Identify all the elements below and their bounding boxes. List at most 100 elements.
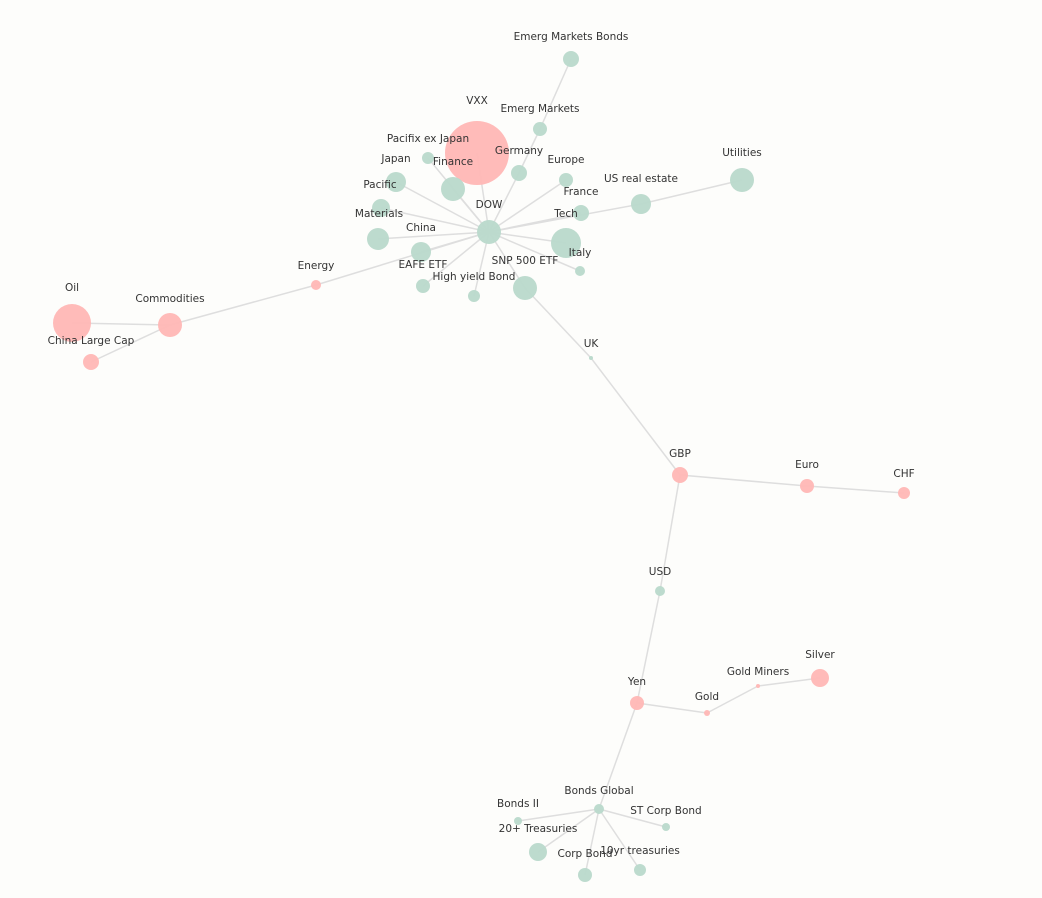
edge bbox=[706, 685, 759, 714]
node bbox=[158, 313, 182, 337]
node-label: Europe bbox=[548, 154, 585, 166]
edge bbox=[422, 231, 490, 287]
node bbox=[422, 152, 434, 164]
node bbox=[662, 823, 670, 831]
edge bbox=[488, 203, 642, 233]
edge bbox=[537, 808, 600, 853]
node-label: Oil bbox=[65, 282, 79, 294]
edge bbox=[584, 808, 600, 876]
node bbox=[511, 165, 527, 181]
node-label: 20+ Treasuries bbox=[499, 823, 578, 835]
node-label: High yield Bond bbox=[433, 271, 516, 283]
edge bbox=[590, 357, 681, 476]
node-label: Bonds Global bbox=[564, 785, 633, 797]
node bbox=[445, 121, 509, 185]
node bbox=[372, 199, 390, 217]
node-label: Corp Bond bbox=[557, 848, 612, 860]
node-label: Pacifix ex Japan bbox=[387, 133, 469, 145]
node bbox=[559, 173, 573, 187]
edge bbox=[636, 590, 661, 704]
node-label: Gold Miners bbox=[727, 666, 789, 678]
node-label: Tech bbox=[553, 208, 578, 220]
node-label: VXX bbox=[466, 95, 488, 107]
edge bbox=[757, 677, 821, 687]
node-label: CHF bbox=[893, 468, 914, 480]
node-label: EAFE ETF bbox=[399, 259, 448, 271]
edge bbox=[518, 128, 541, 174]
node bbox=[367, 228, 389, 250]
node bbox=[811, 669, 829, 687]
node bbox=[311, 280, 321, 290]
nodes bbox=[53, 51, 910, 882]
node bbox=[514, 817, 522, 825]
node-label: ST Corp Bond bbox=[630, 805, 701, 817]
node bbox=[416, 279, 430, 293]
edge bbox=[679, 474, 808, 487]
edge bbox=[539, 58, 572, 130]
node bbox=[756, 684, 760, 688]
edge bbox=[169, 284, 317, 326]
node-label: Silver bbox=[805, 649, 835, 661]
node-label: Euro bbox=[795, 459, 819, 471]
edge bbox=[598, 808, 667, 828]
node bbox=[589, 356, 593, 360]
node-label: Emerg Markets bbox=[500, 103, 579, 115]
node bbox=[898, 487, 910, 499]
edge bbox=[524, 287, 592, 359]
edge bbox=[806, 485, 905, 494]
edge bbox=[315, 231, 490, 286]
node bbox=[83, 354, 99, 370]
node bbox=[634, 864, 646, 876]
edge bbox=[598, 702, 638, 810]
node-label: Japan bbox=[380, 153, 410, 165]
node bbox=[630, 696, 644, 710]
edge bbox=[380, 207, 490, 233]
node-label: China bbox=[406, 222, 436, 234]
node bbox=[578, 868, 592, 882]
node-label: Italy bbox=[569, 247, 592, 259]
node-label: Utilities bbox=[722, 147, 762, 159]
labels: DOW VXX Finance Pacifix ex Japan Japan Pacifi… bbox=[48, 31, 915, 860]
node bbox=[533, 122, 547, 136]
node-label: France bbox=[564, 186, 599, 198]
node-label: Finance bbox=[433, 156, 473, 168]
edge bbox=[488, 231, 581, 272]
node-label: UK bbox=[584, 338, 600, 350]
node bbox=[411, 242, 431, 262]
node-label: 10yr treasuries bbox=[600, 845, 680, 857]
node-label: SNP 500 ETF bbox=[492, 255, 559, 267]
node-label: Germany bbox=[495, 145, 543, 157]
edge bbox=[517, 808, 600, 822]
edge bbox=[659, 474, 681, 592]
node bbox=[551, 228, 581, 258]
node bbox=[800, 479, 814, 493]
node-label: US real estate bbox=[604, 173, 678, 185]
node bbox=[631, 194, 651, 214]
edge bbox=[488, 179, 567, 233]
node-label: Emerg Markets Bonds bbox=[514, 31, 629, 43]
edge bbox=[636, 702, 708, 714]
node-label: DOW bbox=[476, 199, 503, 211]
node bbox=[594, 804, 604, 814]
node bbox=[575, 266, 585, 276]
node bbox=[513, 276, 537, 300]
node-label: Materials bbox=[355, 208, 403, 220]
edge bbox=[90, 324, 171, 363]
node-label: China Large Cap bbox=[48, 335, 135, 347]
edge bbox=[598, 808, 641, 871]
node bbox=[655, 586, 665, 596]
node-label: Yen bbox=[627, 676, 646, 688]
node-label: Commodities bbox=[135, 293, 204, 305]
node-label: GBP bbox=[669, 448, 691, 460]
node-label: Energy bbox=[298, 260, 335, 272]
node bbox=[386, 172, 406, 192]
node bbox=[573, 205, 589, 221]
edges bbox=[71, 58, 905, 876]
node bbox=[672, 467, 688, 483]
node bbox=[477, 220, 501, 244]
node bbox=[563, 51, 579, 67]
node-label: Gold bbox=[695, 691, 719, 703]
node-label: USD bbox=[649, 566, 671, 578]
node-label: Bonds II bbox=[497, 798, 539, 810]
